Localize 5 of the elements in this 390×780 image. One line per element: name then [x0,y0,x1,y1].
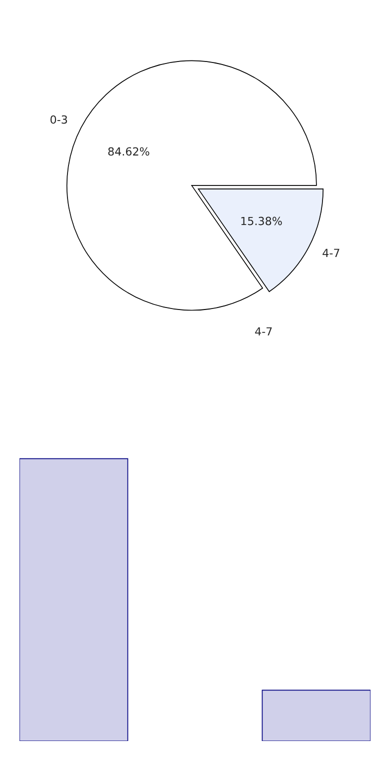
slice-label: 0-3 [50,115,68,124]
data-label: 15.38% [241,216,282,226]
text: 4-7 [255,327,272,336]
slice-label: 4-7 [322,248,340,257]
data-label: 84.62% [108,147,150,156]
